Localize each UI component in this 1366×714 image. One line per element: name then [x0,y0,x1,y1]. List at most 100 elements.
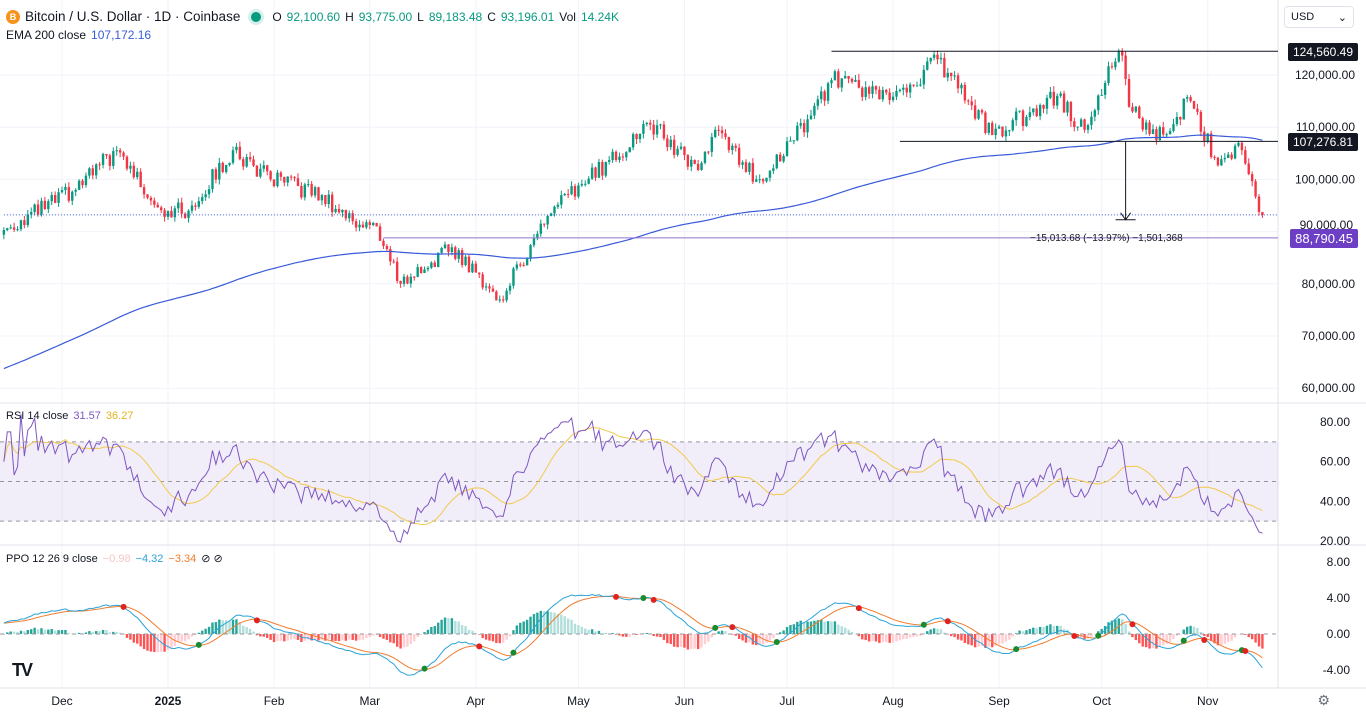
ppo-histogram-bar [337,634,341,642]
ppo-histogram-bar [659,634,662,638]
candle-body [1213,156,1216,158]
ppo-legend[interactable]: PPO 12 26 9 close −0.98 −4.32 −3.34 ⊘ ⊘ [6,552,223,566]
candle-body [139,171,142,188]
ppo-histogram-bar [1220,634,1223,645]
candle-body [163,210,166,217]
candle-body [594,167,597,178]
ppo-histogram-bar [447,618,450,634]
ppo-histogram-bar [625,634,628,637]
candle-body [132,165,136,178]
gear-icon[interactable]: ⚙ [1317,692,1330,708]
candle-body [372,222,375,226]
ppo-histogram-bar [392,634,395,644]
ppo-histogram-bar [382,634,385,639]
candle-body [1162,127,1165,135]
ppo-histogram-bar [430,627,433,634]
market-status-icon [251,11,262,22]
candle-body [443,244,447,249]
candle-body [1121,51,1124,56]
ppo-histogram-bar [857,634,861,637]
ppo-signal-value: −3.34 [168,552,197,565]
tradingview-logo[interactable]: TV [12,660,33,680]
ppo-histogram-bar [1172,634,1175,640]
price-axis-tick: 100,000.00 [1295,172,1355,186]
ppo-histogram-bar [710,634,713,638]
candle-body [501,299,505,301]
candle-body [228,162,231,165]
candle-body [748,163,751,172]
price-tick-partial: 90,000.00 [1299,218,1353,232]
ppo-histogram-bar [891,634,895,643]
candle-body [758,179,761,181]
candle-body [939,57,943,60]
candle-body [604,161,607,176]
ppo-histogram-bar [546,611,549,634]
ppo-histogram-bar [1008,634,1011,640]
candle-body [447,244,450,253]
candle-body [1257,196,1261,212]
ppo-histogram-bar [553,612,556,634]
candle-body [809,115,813,120]
ppo-histogram-bar [611,633,614,634]
ppo-histogram-bar [334,634,337,641]
candle-body [334,208,337,213]
ppo-histogram-bar [577,625,580,634]
symbol-title[interactable]: Bitcoin / U.S. Dollar · 1D · Coinbase [25,9,241,24]
close-value: 93,196.01 [500,9,555,24]
candle-body [60,190,64,193]
price-axis-tick: 60,000.00 [1302,381,1356,395]
ema-legend[interactable]: EMA 200 close 107,172.16 [6,28,151,42]
ppo-histogram-bar [977,634,980,647]
ppo-histogram-bar [344,634,348,641]
ppo-histogram-bar [1110,620,1114,634]
candle-body [324,195,327,205]
ppo-cross-down-dot [120,603,127,610]
ppo-histogram-bar [242,625,245,634]
price-axis-tick: 80,000.00 [1302,277,1356,291]
candle-body [1250,174,1254,182]
ppo-histogram-bar [395,634,399,647]
rsi-legend[interactable]: RSI 14 close 31.57 36.27 [6,410,133,422]
price-axis-tick: 110,000.00 [1296,120,1355,134]
candle-body [963,84,967,101]
candle-body [751,163,755,182]
candle-body [351,213,354,222]
ppo-histogram-bar [443,617,447,634]
ppo-histogram-bar [505,634,508,640]
rsi-axis-tick: 80.00 [1320,415,1350,429]
ppo-histogram-bar [1121,619,1124,634]
rsi-label: RSI 14 close [6,410,69,422]
candle-body [543,223,546,225]
ppo-histogram-bar [816,620,820,634]
ppo-histogram-bar [1151,634,1155,649]
candle-body [1138,106,1141,119]
candle-body [549,213,553,216]
candle-body [177,202,180,209]
ppo-histogram-bar [450,618,454,634]
ppo-histogram-bar [201,630,204,634]
candle-body [344,209,348,219]
ppo-histogram-bar [621,634,625,637]
currency-select[interactable]: USD ⌄ [1284,6,1354,28]
candle-body [553,206,556,214]
ppo-histogram-bar [967,634,970,645]
ppo-histogram-bar [833,621,837,634]
ppo-histogram-bar [488,634,491,641]
ppo-histogram-bar [91,631,94,634]
ppo-cross-up-dot [773,639,780,646]
candle-body [744,162,748,172]
ppo-histogram-bar [1175,634,1179,636]
candle-body [77,180,81,190]
hidden-icon[interactable]: ⊘ ⊘ [201,553,223,565]
candle-body [36,204,40,215]
candle-body [159,207,163,211]
candle-body [1042,104,1045,109]
candle-body [1097,95,1100,111]
candle-body [546,215,549,225]
ppo-histogram-bar [40,628,43,634]
candle-body [590,167,594,179]
candle-body [539,223,542,234]
candle-body [293,177,296,179]
ppo-cross-down-dot [253,617,260,624]
